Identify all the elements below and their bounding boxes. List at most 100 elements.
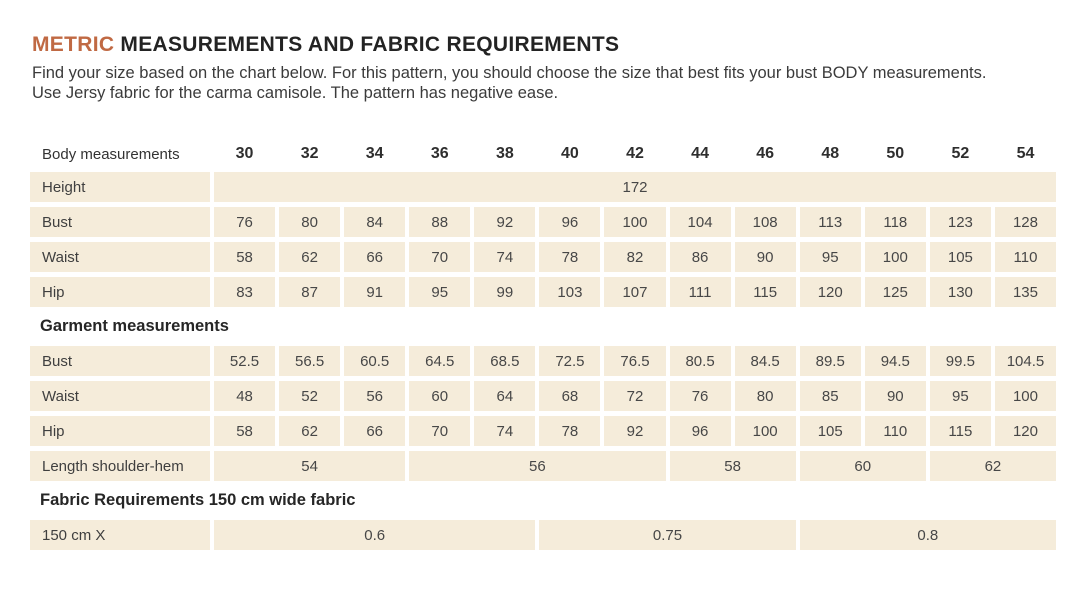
- value-cell: 58: [214, 242, 276, 272]
- value-cell: 99: [474, 277, 536, 307]
- row-label: Waist: [30, 381, 210, 411]
- garment-section-heading: Garment measurements: [40, 317, 229, 335]
- value-cell: 89.5: [799, 346, 861, 376]
- value-cell: 70: [409, 242, 471, 272]
- value-cell: 115: [929, 416, 991, 446]
- value-cell: 72: [604, 381, 666, 411]
- value-cell: 76: [669, 381, 731, 411]
- value-cell: 92: [604, 416, 666, 446]
- value-cell: 56.5: [279, 346, 341, 376]
- value-cell: 52.5: [214, 346, 276, 376]
- value-cell: 107: [604, 277, 666, 307]
- value-cell: 104.5: [994, 346, 1056, 376]
- value-cell: 96: [669, 416, 731, 446]
- value-cell: 72.5: [539, 346, 601, 376]
- value-cell: 84: [344, 207, 406, 237]
- pattern-size-chart-page: METRIC MEASUREMENTS AND FABRIC REQUIREME…: [30, 33, 1056, 550]
- page-title-accent: METRIC: [32, 33, 115, 56]
- value-cell: 90: [734, 242, 796, 272]
- intro-line-1: Find your size based on the chart below.…: [32, 64, 987, 82]
- value-cell: 52: [279, 381, 341, 411]
- value-cell: 80: [279, 207, 341, 237]
- value-cell: 120: [799, 277, 861, 307]
- value-cell: 80.5: [669, 346, 731, 376]
- value-cell: 70: [409, 416, 471, 446]
- value-cell: 83: [214, 277, 276, 307]
- page-title: METRIC MEASUREMENTS AND FABRIC REQUIREME…: [32, 33, 1056, 57]
- size-column-header-48: 48: [821, 145, 840, 162]
- value-cell: 105: [929, 242, 991, 272]
- value-cell: 87: [279, 277, 341, 307]
- value-cell: 105: [799, 416, 861, 446]
- value-cell: 113: [799, 207, 861, 237]
- value-cell: 56: [344, 381, 406, 411]
- size-column-header-32: 32: [300, 145, 319, 162]
- size-column-header-42: 42: [626, 145, 644, 162]
- value-cell: 84.5: [734, 346, 796, 376]
- size-column-header-40: 40: [561, 145, 579, 162]
- span-value-cell: 54: [214, 451, 406, 481]
- value-cell: 118: [864, 207, 926, 237]
- size-column-header-52: 52: [951, 145, 970, 162]
- value-cell: 74: [474, 242, 536, 272]
- fabric-section-heading: Fabric Requirements 150 cm wide fabric: [40, 491, 356, 509]
- value-cell: 90: [864, 381, 926, 411]
- size-column-header-44: 44: [691, 145, 709, 162]
- value-cell: 74: [474, 416, 536, 446]
- value-cell: 96: [539, 207, 601, 237]
- value-cell: 111: [669, 277, 731, 307]
- value-cell: 58: [214, 416, 276, 446]
- page-title-rest: MEASUREMENTS AND FABRIC REQUIREMENTS: [114, 33, 620, 56]
- value-cell: 88: [409, 207, 471, 237]
- row-label: Height: [30, 172, 210, 202]
- value-cell: 91: [344, 277, 406, 307]
- value-cell: 128: [994, 207, 1056, 237]
- value-cell: 76.5: [604, 346, 666, 376]
- value-cell: 104: [669, 207, 731, 237]
- value-cell: 115: [734, 277, 796, 307]
- intro-line-2: Use Jersy fabric for the carma camisole.…: [32, 83, 559, 102]
- value-cell: 60.5: [344, 346, 406, 376]
- row-span-value: 172: [214, 172, 1056, 202]
- value-cell: 82: [604, 242, 666, 272]
- size-column-header-50: 50: [886, 145, 905, 162]
- size-column-header-34: 34: [365, 145, 384, 162]
- value-cell: 76: [214, 207, 276, 237]
- value-cell: 64.5: [409, 346, 471, 376]
- value-cell: 78: [539, 416, 601, 446]
- size-header-label: Body measurements: [42, 145, 180, 163]
- value-cell: 68: [539, 381, 601, 411]
- value-cell: 94.5: [864, 346, 926, 376]
- span-value-cell: 58: [669, 451, 796, 481]
- value-cell: 62: [279, 242, 341, 272]
- span-value-cell: 62: [929, 451, 1056, 481]
- span-value-cell: 0.8: [799, 520, 1056, 550]
- value-cell: 64: [474, 381, 536, 411]
- value-cell: 108: [734, 207, 796, 237]
- row-label: 150 cm X: [30, 520, 210, 550]
- value-cell: 95: [409, 277, 471, 307]
- value-cell: 99.5: [929, 346, 991, 376]
- value-cell: 95: [799, 242, 861, 272]
- value-cell: 130: [929, 277, 991, 307]
- value-cell: 95: [929, 381, 991, 411]
- value-cell: 110: [864, 416, 926, 446]
- value-cell: 100: [604, 207, 666, 237]
- value-cell: 60: [409, 381, 471, 411]
- size-column-header-46: 46: [756, 145, 775, 162]
- size-column-header-36: 36: [430, 145, 449, 162]
- value-cell: 120: [994, 416, 1056, 446]
- value-cell: 86: [669, 242, 731, 272]
- value-cell: 80: [734, 381, 796, 411]
- value-cell: 66: [344, 416, 406, 446]
- span-value-cell: 0.6: [214, 520, 536, 550]
- value-cell: 68.5: [474, 346, 536, 376]
- value-cell: 66: [344, 242, 406, 272]
- size-column-header-30: 30: [235, 145, 254, 162]
- value-cell: 100: [734, 416, 796, 446]
- row-label: Bust: [30, 207, 210, 237]
- value-cell: 100: [994, 381, 1056, 411]
- row-label: Hip: [30, 416, 210, 446]
- value-cell: 125: [864, 277, 926, 307]
- span-value-cell: 56: [409, 451, 666, 481]
